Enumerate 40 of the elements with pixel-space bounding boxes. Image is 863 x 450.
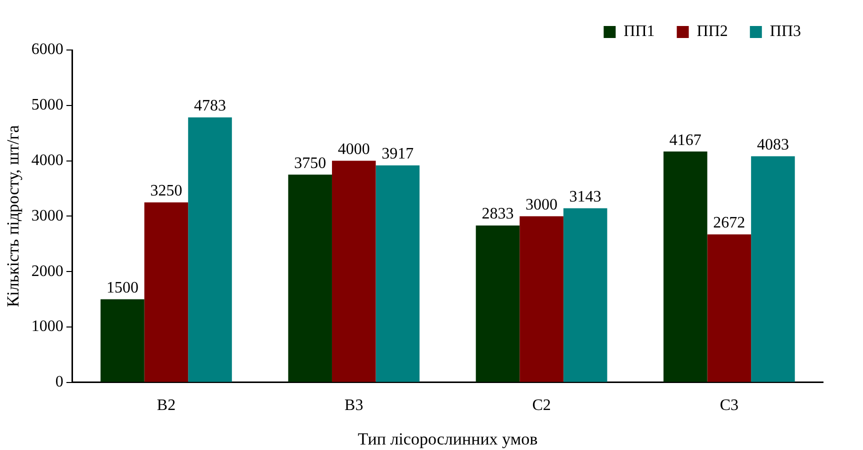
data-label: 3250	[150, 182, 182, 200]
bar	[332, 160, 376, 382]
bar	[563, 208, 608, 382]
data-label: 2672	[713, 214, 746, 232]
y-tick-label: 1000	[31, 318, 64, 336]
legend-label: ПП2	[696, 23, 728, 40]
bar	[707, 234, 752, 382]
x-tick-label: B2	[156, 397, 176, 414]
legend-label: ПП1	[624, 23, 655, 40]
y-tick-label: 5000	[31, 96, 64, 114]
bar	[376, 165, 420, 382]
x-tick-label: C3	[720, 397, 739, 414]
data-label: 3750	[294, 154, 326, 172]
data-label: 2833	[482, 206, 514, 223]
data-label: 4167	[669, 132, 702, 149]
legend-label: ПП3	[770, 23, 801, 40]
data-label: 3917	[382, 146, 414, 163]
bar	[751, 156, 795, 382]
bar	[476, 225, 520, 382]
data-label: 3000	[526, 196, 558, 214]
x-tick-label: C2	[532, 397, 551, 414]
data-label: 1500	[106, 280, 138, 297]
data-label: 3143	[569, 188, 602, 206]
x-tick-label: B3	[344, 397, 364, 414]
y-tick-label: 6000	[31, 41, 64, 58]
x-axis-title: Тип лісорослинних умов	[358, 429, 538, 448]
data-label: 4000	[338, 141, 370, 158]
bar	[288, 174, 332, 382]
y-tick-label: 4000	[31, 152, 64, 170]
bar	[188, 117, 232, 382]
bar	[144, 202, 188, 382]
bar	[520, 216, 564, 382]
data-label: 4783	[194, 98, 226, 115]
bar	[664, 152, 708, 382]
data-label: 4083	[756, 136, 789, 154]
bar	[100, 299, 144, 382]
y-axis-title: Кількість підросту, шт/га	[4, 124, 23, 308]
y-tick-label: 2000	[31, 262, 64, 280]
y-tick-label: 3000	[31, 207, 64, 224]
y-tick-label: 0	[55, 374, 64, 391]
